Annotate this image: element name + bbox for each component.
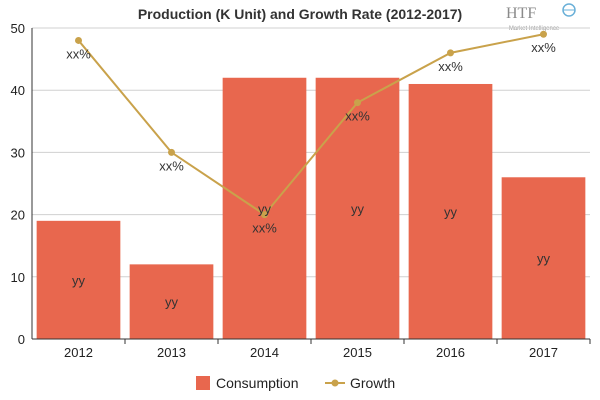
bar-data-label: yy bbox=[537, 251, 551, 266]
x-tick-label: 2016 bbox=[436, 345, 465, 360]
growth-data-label: xx% bbox=[438, 59, 463, 74]
bar-data-label: yy bbox=[444, 204, 458, 219]
y-tick-label: 40 bbox=[11, 83, 25, 98]
y-tick-label: 0 bbox=[18, 332, 25, 347]
legend: Consumption Growth bbox=[196, 375, 395, 391]
legend-label-consumption: Consumption bbox=[216, 375, 299, 391]
growth-point-2017 bbox=[540, 30, 547, 38]
growth-point-2012 bbox=[75, 36, 82, 44]
y-tick-label: 30 bbox=[11, 145, 25, 160]
growth-data-label: xx% bbox=[531, 40, 556, 55]
bar-data-label: yy bbox=[72, 273, 86, 288]
legend-marker-growth bbox=[331, 379, 339, 387]
legend-swatch-consumption bbox=[196, 376, 210, 390]
growth-point-2014 bbox=[261, 211, 268, 219]
bar-data-label: yy bbox=[258, 201, 272, 216]
bar-2015 bbox=[315, 77, 400, 339]
x-tick-label: 2017 bbox=[529, 345, 558, 360]
y-tick-label: 10 bbox=[11, 270, 25, 285]
growth-point-2013 bbox=[168, 148, 175, 156]
bars bbox=[36, 77, 586, 339]
logo-text: HTF bbox=[506, 5, 536, 22]
bar-2013 bbox=[129, 264, 214, 339]
grid bbox=[32, 27, 590, 278]
x-tick-label: 2013 bbox=[157, 345, 186, 360]
growth-data-label: xx% bbox=[252, 221, 277, 236]
logo-subtext: Market Intelligence bbox=[509, 26, 560, 32]
bar-2012 bbox=[36, 220, 121, 339]
x-tick-label: 2014 bbox=[250, 345, 279, 360]
growth-point-2016 bbox=[447, 49, 454, 57]
bar-2016 bbox=[408, 83, 493, 339]
growth-line-path bbox=[77, 33, 544, 216]
growth-data-label: xx% bbox=[345, 109, 370, 124]
x-tick-label: 2015 bbox=[343, 345, 372, 360]
htf-logo: HTF Market Intelligence bbox=[506, 3, 576, 32]
growth-data-label: xx% bbox=[66, 46, 91, 61]
bar-data-label: yy bbox=[351, 201, 365, 216]
axes: 0 10 20 30 40 50 2012 2013 2014 2015 2016 2017 bbox=[11, 21, 591, 360]
bar-data-label: yy bbox=[165, 295, 179, 310]
legend-label-growth: Growth bbox=[350, 375, 395, 391]
bar-2017 bbox=[501, 177, 586, 339]
growth-point-2015 bbox=[354, 99, 361, 107]
y-tick-label: 50 bbox=[11, 21, 25, 36]
growth-line bbox=[75, 30, 547, 219]
x-tick-label: 2012 bbox=[64, 345, 93, 360]
data-labels: yy yy yy yy yy yy xx% xx% xx% xx% xx% xx% bbox=[66, 40, 556, 309]
growth-data-label: xx% bbox=[159, 158, 184, 173]
y-tick-label: 20 bbox=[11, 208, 25, 223]
bar-2014 bbox=[222, 77, 307, 339]
chart-title: Production (K Unit) and Growth Rate (201… bbox=[138, 6, 462, 22]
